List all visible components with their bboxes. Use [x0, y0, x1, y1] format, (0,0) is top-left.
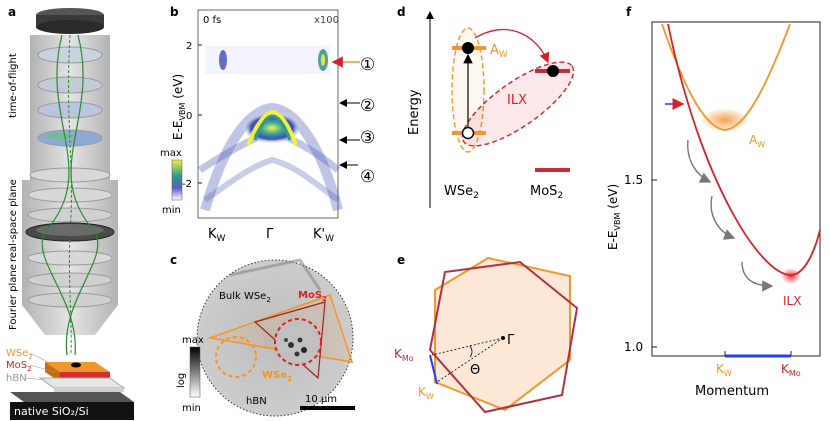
c-label-bulk: Bulk WSe2: [219, 291, 271, 304]
stage-label-tof: time-of-flight: [8, 53, 19, 118]
f-ytick-1.0: 1.0: [624, 340, 643, 354]
d-label-ilx: ILX: [507, 93, 527, 108]
b-xtick-kw: KW: [208, 227, 226, 244]
substrate-block: [10, 402, 134, 420]
f-xtick-kw: KW: [716, 362, 732, 378]
marker-4: ④: [360, 167, 375, 187]
marker-3: ③: [360, 128, 375, 148]
panel-a: a time-of-flight real-space plane Fourie…: [6, 5, 134, 420]
f-xtick-kmo: KMo: [781, 362, 801, 378]
aw-population: [700, 108, 750, 132]
f-ytick-1.5: 1.5: [624, 173, 643, 187]
magnification-label: x100: [314, 15, 339, 26]
c-colorbar-scale: log: [176, 373, 187, 388]
panel-b-label: b: [170, 5, 179, 19]
b-colorbar-max: max: [160, 148, 182, 159]
c-label-hbn: hBN: [246, 396, 267, 407]
mos2-aperture: [274, 318, 322, 366]
f-ylabel: E-EVBM (eV): [606, 184, 622, 250]
electron-wse2: [462, 42, 474, 54]
electron-ray-1: [41, 34, 76, 356]
mos2-conduction-band: [667, 23, 821, 276]
stage-label-fourier: Fourier plane: [8, 264, 19, 330]
wse2-brillouin-zone: [434, 256, 571, 412]
b-ytick-2: 2: [186, 41, 192, 52]
b-ytick-m2: -2: [182, 179, 192, 190]
marker-1: ①: [360, 55, 375, 75]
sample-label-hbn: hBN: [6, 373, 27, 384]
panel-c-label: c: [170, 253, 177, 267]
c-colorbar-max: max: [182, 335, 204, 346]
d-label-mos2: MoS2: [530, 184, 563, 201]
c-colorbar: [189, 346, 201, 398]
marker-2: ②: [360, 96, 375, 116]
d-label-wse2: WSe2: [444, 184, 479, 201]
c-label-mos2: MoS2: [298, 290, 327, 303]
c-label-wse2: WSe2: [262, 370, 292, 383]
b-colorbar-min: min: [162, 205, 181, 216]
b-colorbar: [171, 159, 183, 201]
electron-mos2: [547, 65, 559, 77]
panel-d: d Energy AW ILX WSe2 MoS2: [397, 5, 575, 208]
ilx-population: [781, 268, 801, 284]
f-label-aw: AW: [749, 133, 765, 149]
wse2-aperture: [215, 336, 257, 378]
e-label-kmo: KMo: [394, 347, 414, 363]
panel-f-label: f: [626, 5, 632, 19]
panel-b: b 0 fs x100 2 0 -2 E-EVBM (eV) KW Γ K'W …: [160, 5, 375, 244]
panel-f: f 1.5 1.0 E-EVBM (eV) KW KMo Momentum AW…: [606, 5, 821, 399]
d-label-aw: AW: [490, 43, 508, 60]
mos2-brillouin-zone: [428, 260, 579, 414]
panel-d-label: d: [397, 5, 406, 19]
e-label-gamma: Γ: [507, 333, 515, 348]
c-colorbar-min: min: [182, 403, 201, 414]
time-label: 0 fs: [203, 15, 221, 26]
d-yaxis-label: Energy: [407, 89, 422, 135]
panel-c: c Bulk WSe2 MoS2 WSe2 hBN 10 μm max min …: [170, 253, 355, 417]
stage-label-real-space: real-space plane: [8, 179, 19, 262]
panel-e: e Γ Θ KMo KW: [394, 253, 579, 414]
scalebar-label: 10 μm: [305, 394, 337, 405]
b-ytick-0: 0: [186, 111, 192, 122]
panel-a-label: a: [8, 5, 16, 19]
e-label-kw: KW: [418, 385, 434, 401]
f-label-ilx: ILX: [783, 294, 801, 308]
b-xtick-gamma: Γ: [266, 227, 274, 242]
e-label-theta: Θ: [470, 363, 480, 378]
b-xtick-kpw: K'W: [313, 227, 334, 244]
hole-wse2: [461, 126, 475, 140]
ilx-ellipse: [461, 61, 575, 147]
f-xlabel: Momentum: [695, 384, 769, 399]
substrate-label: native SiO₂/Si: [14, 405, 89, 418]
sample-label-mos2: MoS2: [6, 360, 32, 373]
electron-ray-2: [65, 34, 99, 356]
b-ylabel: E-EVBM (eV): [171, 74, 187, 140]
scalebar: [300, 406, 355, 410]
sample-label-wse2: WSe2: [6, 348, 33, 361]
panel-e-label: e: [397, 253, 405, 267]
